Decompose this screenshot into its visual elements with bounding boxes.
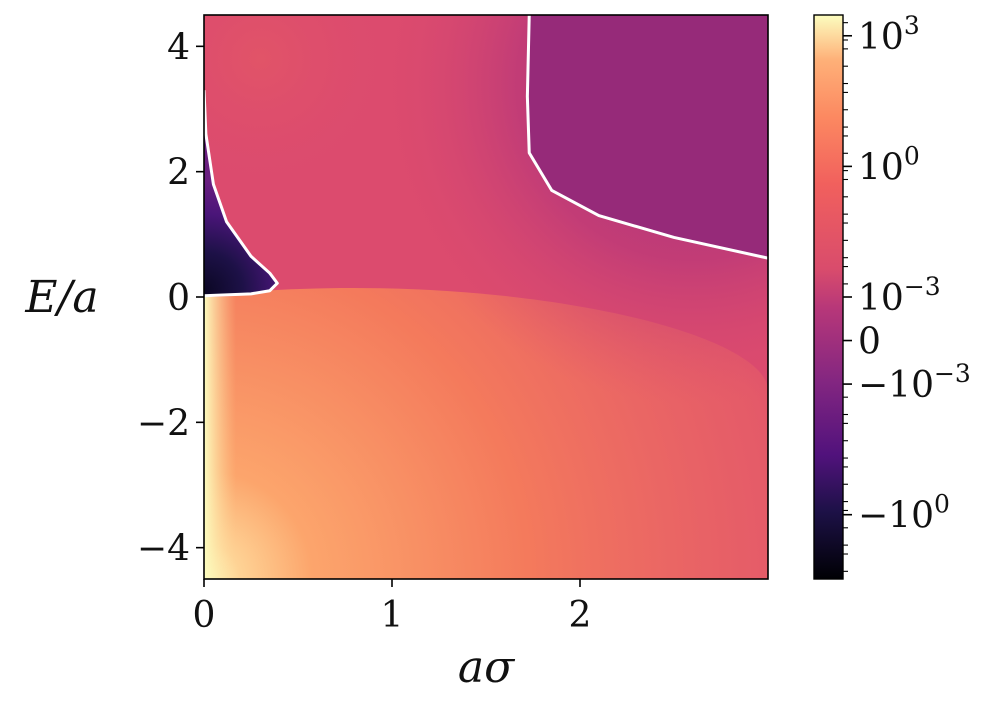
x-axis-ticks: 0 1 2 [193,579,592,636]
y-tick-label: 0 [167,278,190,319]
colorbar-tick-label: 0 [858,322,881,363]
y-tick-label: 4 [167,27,190,68]
colorbar-tick-label: 10−3 [858,272,941,319]
zero-contour-left [204,90,279,298]
y-tick-label: −2 [137,403,190,444]
x-tick-label: 0 [193,595,216,636]
negative-region-left [204,90,278,296]
y-tick-label: 2 [167,153,190,194]
colorbar-ticks: 103 100 10−30−10−3 −100 [843,11,971,572]
x-tick-label: 1 [381,595,404,636]
colorbar-tick-label: −10−3 [858,359,971,406]
y-axis-ticks: 4 2 0 −2 −4 [137,27,204,570]
colorbar-tick-label: 100 [858,141,920,188]
colorbar [813,14,844,580]
zero-contour-right [525,15,768,260]
colorbar-tick-label: −100 [858,490,950,537]
negative-region-right [527,15,768,259]
x-axis-label: aσ [458,642,516,693]
colorbar-tick-label: 103 [858,11,920,58]
x-tick-label: 2 [569,595,592,636]
heatmap-field [204,15,768,579]
zero-contour-lines [204,15,768,298]
y-axis-label: E/a [24,272,98,323]
y-tick-label: −4 [137,529,190,570]
